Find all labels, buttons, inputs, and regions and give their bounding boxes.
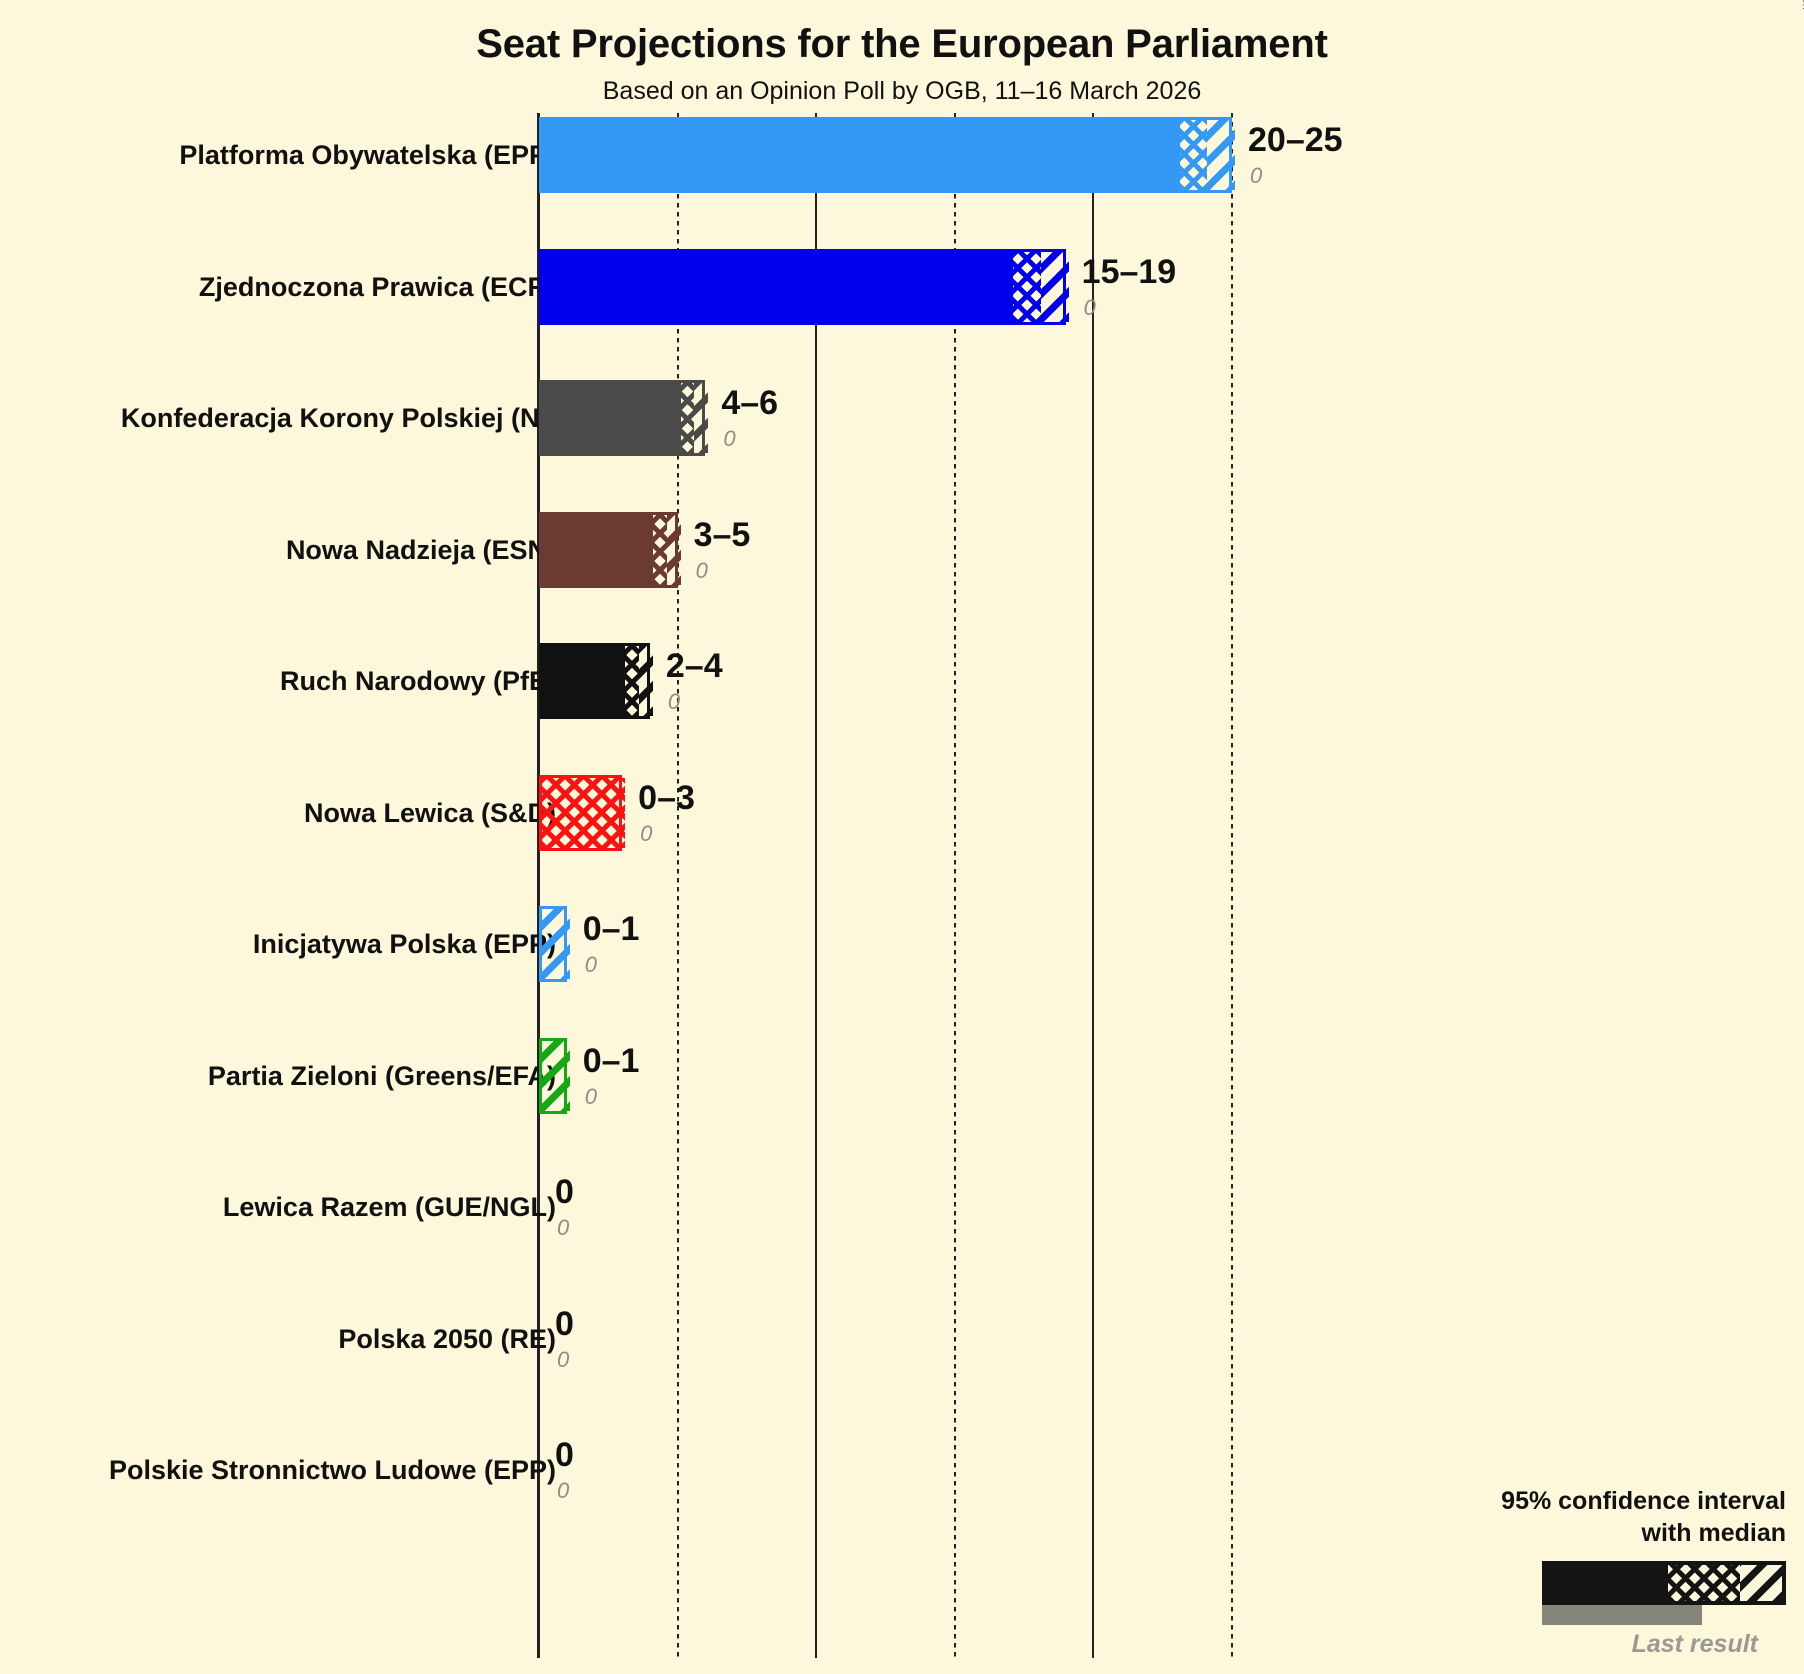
legend-last-result-label: Last result [1631, 1630, 1758, 1658]
gridline-20 [1092, 113, 1095, 1658]
chart-subtitle: Based on an Opinion Poll by OGB, 11–16 M… [602, 77, 1202, 105]
legend-title-line2: with median [1641, 1519, 1786, 1547]
party-label: Lewica Razem (GUE/NGL) [222, 1192, 556, 1222]
bar-segment-diag [1207, 120, 1235, 190]
gridline-15 [953, 113, 956, 1658]
legend-title: 95% confidence interval with median [1326, 1485, 1786, 1549]
party-label: Nowa Lewica (S&D) [303, 797, 556, 828]
bar-segment-solid [542, 383, 681, 453]
page-title: Seat Projections for the European Parlia… [476, 22, 1328, 66]
seat-range-value: 0–3 [638, 778, 695, 817]
bar-segment-diag [1040, 251, 1069, 322]
confidence-interval-bar [539, 117, 1235, 193]
last-result-value: 0 [1250, 163, 1263, 188]
legend-confidence-swatch [1542, 1561, 1786, 1605]
chart-row: Polskie Stronnictwo Ludowe (EPP) 0 0 [0, 1432, 1804, 1508]
confidence-interval-bar [539, 643, 653, 719]
confidence-interval-bar [539, 1037, 570, 1114]
chart-row: Partia Zieloni (Greens/EFA) 0–1 0 [0, 1037, 1804, 1114]
party-label: Partia Zieloni (Greens/EFA) [207, 1060, 556, 1091]
confidence-interval-bar [539, 511, 681, 588]
bar-segment-diag [542, 1040, 570, 1111]
confidence-interval-bar [539, 248, 1069, 325]
legend-segment-solid [1546, 1565, 1668, 1601]
party-label: Polskie Stronnictwo Ludowe (EPP) [108, 1455, 556, 1485]
legend-title-line1: 95% confidence interval [1501, 1487, 1786, 1515]
bar-segment-cross [652, 514, 667, 585]
last-result-value: 0 [695, 557, 708, 583]
bar-segment-diag [666, 514, 681, 585]
party-label: Polska 2050 (RE) [338, 1323, 556, 1354]
party-label: Nowa Nadzieja (ESN) [285, 534, 556, 565]
confidence-interval-bar [539, 380, 709, 456]
seat-range-value: 0 [555, 1304, 574, 1343]
last-result-value: 0 [640, 820, 653, 846]
confidence-interval-bar [539, 774, 626, 851]
legend-last-result-swatch [1542, 1605, 1702, 1625]
party-label: Ruch Narodowy (PfE) [279, 666, 556, 696]
last-result-value: 0 [557, 1215, 570, 1240]
chart-row: Platforma Obywatelska (EPP) 20–25 0 [0, 117, 1804, 193]
seat-range-value: 0–1 [582, 910, 640, 948]
bar-segment-diag [639, 646, 653, 716]
bar-segment-cross [1013, 251, 1041, 322]
party-label: Inicjatywa Polska (EPP) [252, 929, 556, 959]
bar-segment-solid [542, 514, 653, 585]
chart-row: Nowa Lewica (S&D) 0–3 0 [0, 774, 1804, 851]
y-axis-line [537, 113, 540, 1658]
seat-range-value: 15–19 [1081, 252, 1177, 291]
bar-segment-solid [542, 120, 1180, 190]
bar-segment-diag [542, 909, 570, 979]
seat-range-value: 2–4 [665, 647, 723, 685]
seat-range-value: 0 [555, 1436, 574, 1474]
bar-segment-diag [694, 383, 709, 453]
last-result-value: 0 [667, 689, 681, 714]
gridline-25 [1231, 113, 1233, 1658]
gridline-5 [676, 113, 679, 1658]
chart-row: Lewica Razem (GUE/NGL) 0 0 [0, 1169, 1804, 1245]
party-label: Platforma Obywatelska (EPP) [179, 140, 556, 170]
chart-row: Inicjatywa Polska (EPP) 0–1 0 [0, 906, 1804, 982]
chart-row: Zjednoczona Prawica (ECR) 15–19 0 [0, 248, 1804, 325]
legend: 95% confidence interval with median Last… [1326, 1485, 1786, 1659]
gridline-10 [815, 113, 818, 1658]
confidence-interval-bar [539, 906, 570, 982]
chart-row: Konfederacja Korony Polskiej (NI) 4–6 0 [0, 380, 1804, 456]
legend-segment-cross [1668, 1565, 1740, 1601]
bar-segment-cross [625, 646, 640, 716]
legend-last-result-holder [1326, 1605, 1786, 1625]
bar-segment-cross [680, 383, 695, 453]
legend-swatch-holder [1326, 1561, 1786, 1605]
seat-range-value: 4–6 [721, 384, 779, 422]
bar-segment-solid [542, 251, 1014, 322]
bar-segment-cross [542, 777, 626, 848]
last-result-value: 0 [1083, 294, 1096, 320]
bar-segment-solid [542, 646, 626, 716]
copyright-notice: © 2026 Filip van Laenen [1800, 0, 1804, 10]
party-label: Zjednoczona Prawica (ECR) [198, 271, 556, 302]
bar-segment-cross [1179, 120, 1208, 190]
seat-range-value: 3–5 [693, 515, 751, 554]
last-result-value: 0 [557, 1346, 570, 1372]
last-result-value: 0 [723, 426, 736, 451]
chart-row: Nowa Nadzieja (ESN) 3–5 0 [0, 511, 1804, 588]
party-label: Konfederacja Korony Polskiej (NI) [120, 403, 556, 433]
last-result-value: 0 [584, 952, 597, 977]
last-result-value: 0 [584, 1083, 597, 1109]
chart-row: Polska 2050 (RE) 0 0 [0, 1301, 1804, 1377]
seat-range-value: 0–1 [582, 1041, 640, 1080]
seat-range-value: 20–25 [1248, 121, 1343, 159]
seat-range-value: 0 [555, 1173, 574, 1211]
chart-row: Ruch Narodowy (PfE) 2–4 0 [0, 643, 1804, 719]
last-result-value: 0 [557, 1478, 570, 1503]
legend-segment-diag [1740, 1565, 1782, 1601]
